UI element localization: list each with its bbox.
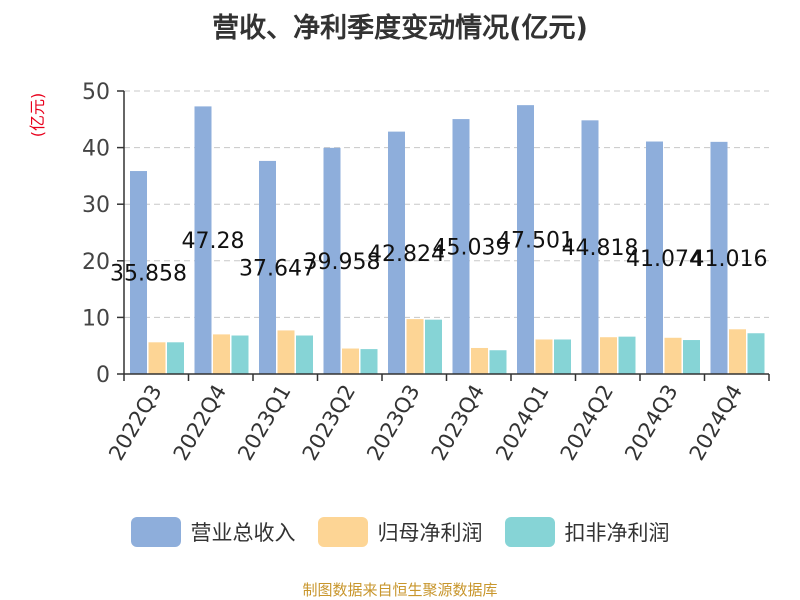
bar-deducted-profit [683, 340, 700, 374]
data-label: 45.039 [433, 236, 510, 261]
x-tick-label: 2023Q3 [362, 381, 424, 465]
legend-label-net-profit: 归母净利润 [377, 521, 483, 545]
bar-net-profit [600, 337, 617, 374]
data-label: 41.016 [691, 247, 768, 272]
bar-revenue [452, 119, 470, 375]
x-tick-label: 2022Q3 [104, 381, 166, 465]
bar-deducted-profit [554, 339, 571, 374]
legend-label-deducted-profit: 扣非净利润 [564, 521, 670, 545]
x-tick-label: 2024Q1 [491, 381, 553, 465]
chart-title: 营收、净利季度变动情况(亿元) [212, 13, 588, 44]
legend-item-revenue[interactable]: 营业总收入 [130, 517, 296, 547]
bar-deducted-profit [747, 333, 765, 374]
bar-deducted-profit [231, 335, 249, 374]
x-tick-label: 2022Q4 [169, 381, 231, 465]
bar-net-profit [406, 319, 424, 374]
x-tick-label: 2024Q2 [556, 381, 618, 465]
y-tick-label: 10 [82, 306, 110, 331]
bar-net-profit [213, 334, 230, 374]
bar-deducted-profit [360, 349, 378, 374]
bar-revenue [130, 171, 147, 374]
legend-item-net-profit[interactable]: 归母净利润 [317, 517, 483, 547]
x-tick-label: 2023Q1 [233, 381, 295, 465]
data-label: 35.858 [110, 262, 187, 287]
legend-swatch-deducted-profit [504, 517, 555, 547]
y-tick-label: 0 [96, 363, 110, 388]
legend-swatch-revenue [130, 517, 181, 547]
data-label: 42.824 [368, 242, 445, 267]
bar-net-profit [277, 330, 295, 374]
bar-net-profit [729, 329, 746, 374]
bar-net-profit [342, 348, 359, 374]
bar-deducted-profit [296, 335, 313, 374]
bar-revenue [194, 106, 212, 374]
x-tick-label: 2023Q2 [298, 381, 360, 465]
bar-revenue [323, 147, 341, 374]
bar-revenue [710, 141, 728, 374]
bar-revenue [646, 141, 663, 374]
legend-label-revenue: 营业总收入 [190, 521, 296, 545]
bar-revenue [581, 120, 599, 375]
bar-deducted-profit [618, 336, 636, 374]
bar-revenue [259, 160, 276, 374]
bars [130, 105, 765, 375]
x-tick-label: 2023Q4 [427, 381, 489, 465]
legend-swatch-net-profit [317, 517, 368, 547]
data-label: 47.501 [497, 229, 574, 254]
data-label: 44.818 [562, 236, 639, 261]
bar-deducted-profit [489, 350, 507, 374]
bar-revenue [388, 131, 405, 374]
data-label: 37.647 [239, 256, 316, 281]
x-tick-label: 2024Q3 [620, 381, 682, 465]
bar-net-profit [664, 337, 682, 374]
data-label: 39.958 [304, 250, 381, 275]
y-tick-label: 20 [82, 250, 110, 275]
bar-net-profit [471, 347, 488, 374]
bar-deducted-profit [425, 319, 442, 374]
data-source-note: 制图数据来自恒生聚源数据库 [302, 581, 498, 599]
y-tick-label: 50 [82, 80, 110, 105]
grid-lines [124, 90, 769, 318]
bar-deducted-profit [167, 342, 184, 374]
y-tick-label: 30 [82, 193, 110, 218]
x-tick-label: 2024Q4 [685, 381, 747, 465]
bar-net-profit [148, 342, 166, 374]
legend: 营业总收入 归母净利润 扣非净利润 [0, 517, 800, 547]
data-label: 41.074 [626, 247, 703, 272]
data-labels: 35.858 47.2837.64739.95842.82445.03947.50… [110, 229, 767, 287]
y-tick-label: 40 [82, 137, 110, 162]
data-label: 47.28 [182, 229, 245, 254]
bar-net-profit [535, 339, 553, 374]
legend-item-deducted-profit[interactable]: 扣非净利润 [504, 517, 670, 547]
bar-revenue [517, 105, 534, 374]
